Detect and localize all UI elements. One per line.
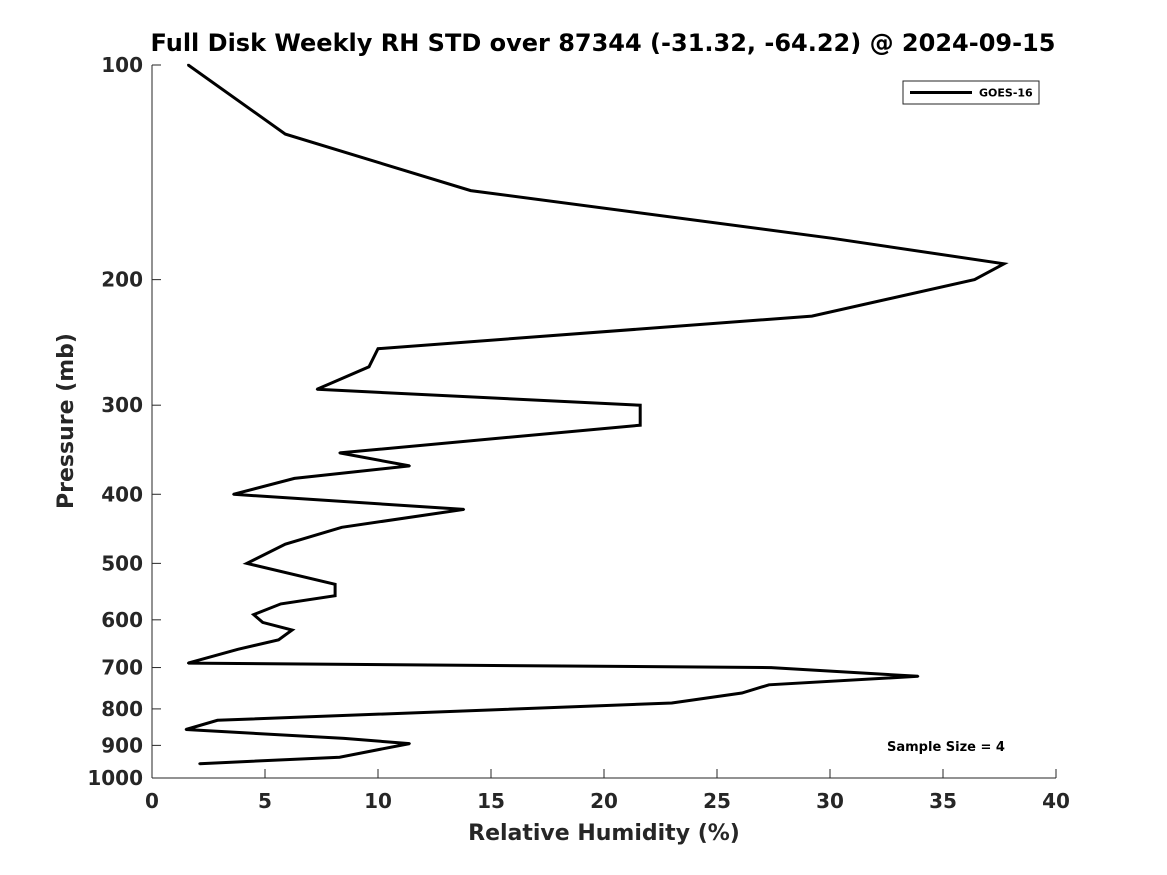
series-point	[916, 675, 920, 678]
y-tick-label: 500	[101, 551, 143, 575]
y-tick-label: 200	[101, 268, 143, 292]
x-tick-label: 30	[816, 789, 844, 813]
x-tick-label: 20	[590, 789, 618, 813]
series-point	[342, 737, 346, 740]
y-tick-label: 600	[101, 608, 143, 632]
series-point	[333, 583, 337, 586]
y-tick-label: 700	[101, 656, 143, 680]
series-point	[408, 742, 411, 745]
x-tick-label: 25	[703, 789, 731, 813]
series-point	[770, 666, 773, 669]
series-point	[232, 493, 235, 496]
series-point	[236, 648, 240, 651]
y-tick-label: 100	[101, 53, 143, 77]
y-tick-label: 400	[101, 482, 143, 506]
y-tick-label: 1000	[87, 766, 143, 790]
series-point	[973, 278, 976, 281]
series-point	[639, 404, 642, 407]
y-axis-ticks: 100 200 300 400 500 600 700 800 900 1000	[87, 53, 161, 790]
series-point	[767, 683, 771, 686]
sample-size-annotation: Sample Size = 4	[887, 740, 1005, 755]
y-tick-label: 800	[101, 697, 143, 721]
series-point	[261, 621, 264, 624]
x-axis-ticks: 0 5 10 15 20 25 30 35 40	[145, 769, 1070, 813]
series-point	[277, 638, 280, 641]
series-point	[245, 562, 249, 565]
x-axis-label: Relative Humidity (%)	[468, 821, 740, 846]
series-point	[338, 756, 341, 759]
chart-title: Full Disk Weekly RH STD over 87344 (-31.…	[151, 29, 1056, 57]
series-point	[315, 388, 319, 391]
x-tick-label: 40	[1042, 789, 1070, 813]
series-point	[252, 613, 255, 616]
series-point	[284, 132, 287, 136]
series-point	[284, 543, 287, 546]
series-point	[187, 63, 190, 67]
series-point	[408, 464, 411, 468]
series-point	[670, 701, 673, 705]
series-point	[290, 628, 294, 632]
y-tick-label: 300	[101, 393, 143, 417]
legend-entry-goes-16: GOES-16	[979, 87, 1033, 100]
x-tick-label: 10	[364, 789, 392, 813]
series-point	[279, 602, 282, 606]
x-tick-label: 15	[477, 789, 505, 813]
series-point	[216, 719, 219, 722]
series-point	[639, 424, 642, 427]
series-point	[333, 594, 337, 597]
series-point	[1002, 262, 1006, 265]
series-point	[469, 189, 472, 192]
y-axis-label: Pressure (mb)	[54, 333, 79, 509]
series-point	[810, 314, 814, 318]
series-point	[462, 508, 466, 511]
series-point	[184, 728, 188, 731]
series-point	[340, 526, 343, 529]
series-point	[198, 762, 201, 765]
series-point	[187, 661, 190, 665]
series-point	[293, 477, 296, 480]
x-tick-label: 35	[929, 789, 957, 813]
series-point	[740, 691, 744, 695]
series-point	[831, 237, 834, 240]
series-point	[376, 347, 380, 350]
y-tick-label: 900	[101, 733, 143, 757]
goes-16-series-line	[185, 63, 1009, 766]
legend: GOES-16	[902, 80, 1040, 105]
series-point	[338, 451, 341, 455]
x-tick-label: 5	[258, 789, 272, 813]
series-points	[184, 63, 1006, 765]
x-tick-label: 0	[145, 789, 159, 813]
series-point	[367, 365, 371, 368]
